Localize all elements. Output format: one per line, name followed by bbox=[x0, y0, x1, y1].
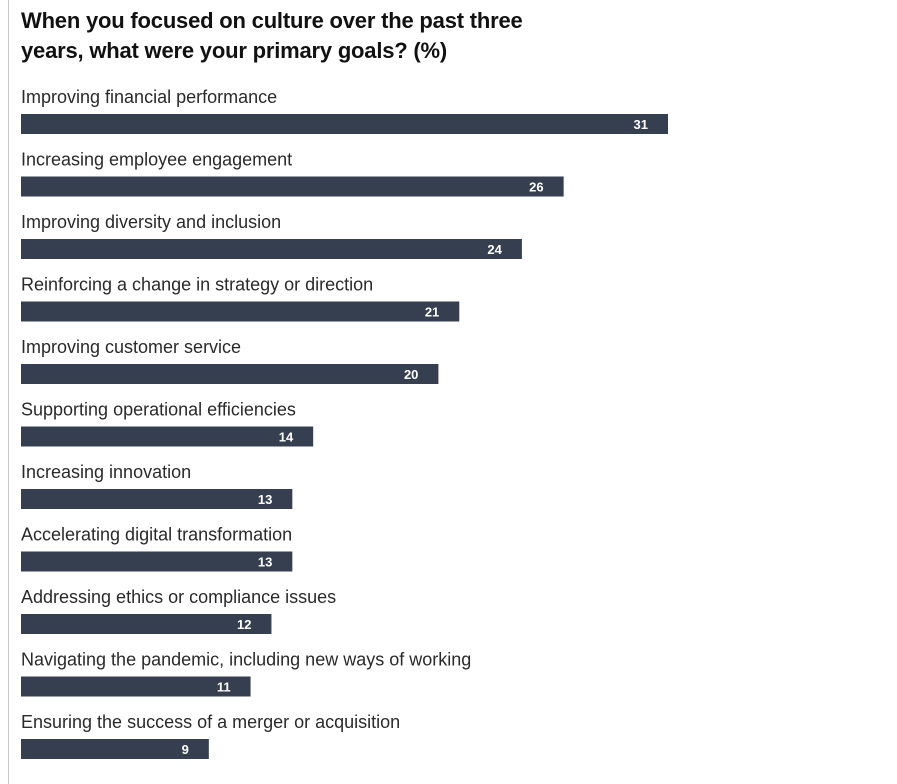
value-label: 11 bbox=[217, 680, 231, 695]
bar bbox=[21, 489, 293, 509]
value-label: 13 bbox=[258, 492, 272, 507]
category-label: Reinforcing a change in strategy or dire… bbox=[21, 275, 373, 295]
category-label: Increasing innovation bbox=[21, 462, 191, 482]
category-label: Improving financial performance bbox=[21, 87, 277, 107]
category-label: Increasing employee engagement bbox=[21, 150, 292, 170]
left-divider bbox=[8, 0, 9, 784]
value-label: 31 bbox=[634, 117, 648, 132]
value-label: 12 bbox=[237, 617, 251, 632]
bar bbox=[21, 614, 272, 634]
value-label: 21 bbox=[425, 305, 439, 320]
bar bbox=[21, 114, 668, 134]
category-label: Accelerating digital transformation bbox=[21, 525, 292, 545]
bar bbox=[21, 301, 460, 322]
value-label: 13 bbox=[258, 555, 272, 570]
bar bbox=[21, 676, 251, 697]
value-label: 26 bbox=[529, 180, 543, 195]
category-label: Improving customer service bbox=[21, 337, 241, 357]
bar bbox=[21, 739, 209, 759]
bar bbox=[21, 364, 439, 384]
value-label: 9 bbox=[182, 742, 189, 757]
category-label: Navigating the pandemic, including new w… bbox=[21, 650, 471, 670]
bar bbox=[21, 426, 314, 447]
bar bbox=[21, 551, 293, 572]
category-label: Ensuring the success of a merger or acqu… bbox=[21, 712, 400, 732]
category-label: Addressing ethics or compliance issues bbox=[21, 587, 336, 607]
chart-title: When you focused on culture over the pas… bbox=[21, 8, 523, 63]
category-label: Supporting operational efficiencies bbox=[21, 400, 296, 420]
value-label: 20 bbox=[404, 367, 418, 382]
category-label: Improving diversity and inclusion bbox=[21, 212, 281, 232]
value-label: 24 bbox=[487, 242, 502, 257]
bar bbox=[21, 176, 564, 197]
value-label: 14 bbox=[279, 430, 294, 445]
bar bbox=[21, 239, 522, 259]
